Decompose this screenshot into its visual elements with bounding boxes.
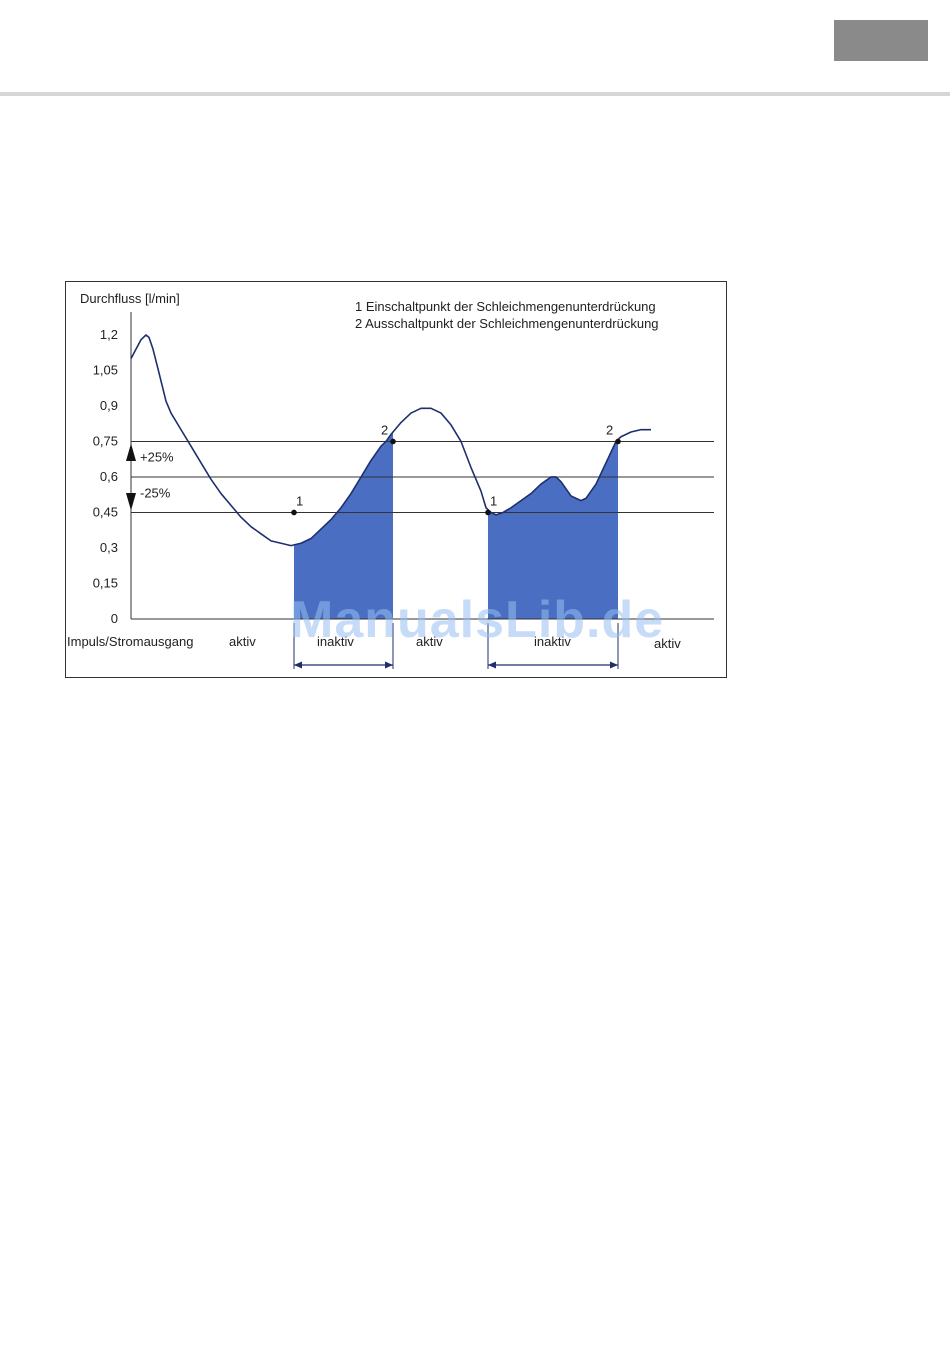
- output-state-4: inaktiv: [534, 634, 571, 649]
- marker-label-1: 1: [296, 493, 303, 508]
- output-state-3: aktiv: [416, 634, 443, 649]
- header-divider: [0, 92, 950, 96]
- span-arrow-left-icon: [294, 661, 302, 669]
- marker-point-1: [291, 509, 297, 516]
- output-state-1: aktiv: [229, 634, 256, 649]
- output-state-5: aktiv: [654, 636, 681, 651]
- y-tick-label: 1,05: [93, 362, 118, 377]
- legend-item-2: 2 Ausschaltpunkt der Schleichmengenunter…: [355, 316, 659, 331]
- arrow-down-icon: [126, 492, 136, 511]
- y-tick-label: 0: [111, 611, 118, 626]
- span-arrow-right-icon: [385, 661, 393, 669]
- threshold-plus-label: +25%: [140, 449, 174, 464]
- marker-label-2: 2: [381, 422, 388, 437]
- y-tick-label: 0,15: [93, 575, 118, 590]
- watermark: ManualsLib.de: [290, 591, 665, 649]
- span-arrow-right-icon: [610, 661, 618, 669]
- marker-point-4: [615, 438, 621, 445]
- output-state-2: inaktiv: [317, 634, 354, 649]
- y-tick-label: 1,2: [100, 327, 118, 342]
- legend-item-1: 1 Einschaltpunkt der Schleichmengenunter…: [355, 299, 656, 314]
- marker-label-4: 2: [606, 422, 613, 437]
- y-tick-label: 0,45: [93, 504, 118, 519]
- y-axis-label: Durchfluss [l/min]: [80, 291, 180, 306]
- marker-label-3: 1: [490, 493, 497, 508]
- marker-point-3: [485, 509, 491, 516]
- y-tick-label: 0,9: [100, 398, 118, 413]
- y-tick-label: 0,3: [100, 540, 118, 555]
- flow-series-line: [130, 334, 651, 547]
- shaded-region-1: [294, 432, 393, 619]
- flow-chart: Durchfluss [l/min] 1 Einschaltpunkt der …: [67, 291, 714, 669]
- threshold-minus-label: -25%: [140, 485, 171, 500]
- y-tick-label: 0,6: [100, 469, 118, 484]
- span-arrow-left-icon: [488, 661, 496, 669]
- header-tab: [834, 20, 928, 61]
- output-row-label: Impuls/Stromausgang: [67, 634, 193, 649]
- arrow-up-icon: [126, 443, 136, 461]
- shaded-region-2: [488, 439, 618, 619]
- marker-point-2: [390, 438, 396, 445]
- y-tick-label: 0,75: [93, 433, 118, 448]
- chart-frame: Durchfluss [l/min] 1 Einschaltpunkt der …: [65, 281, 727, 678]
